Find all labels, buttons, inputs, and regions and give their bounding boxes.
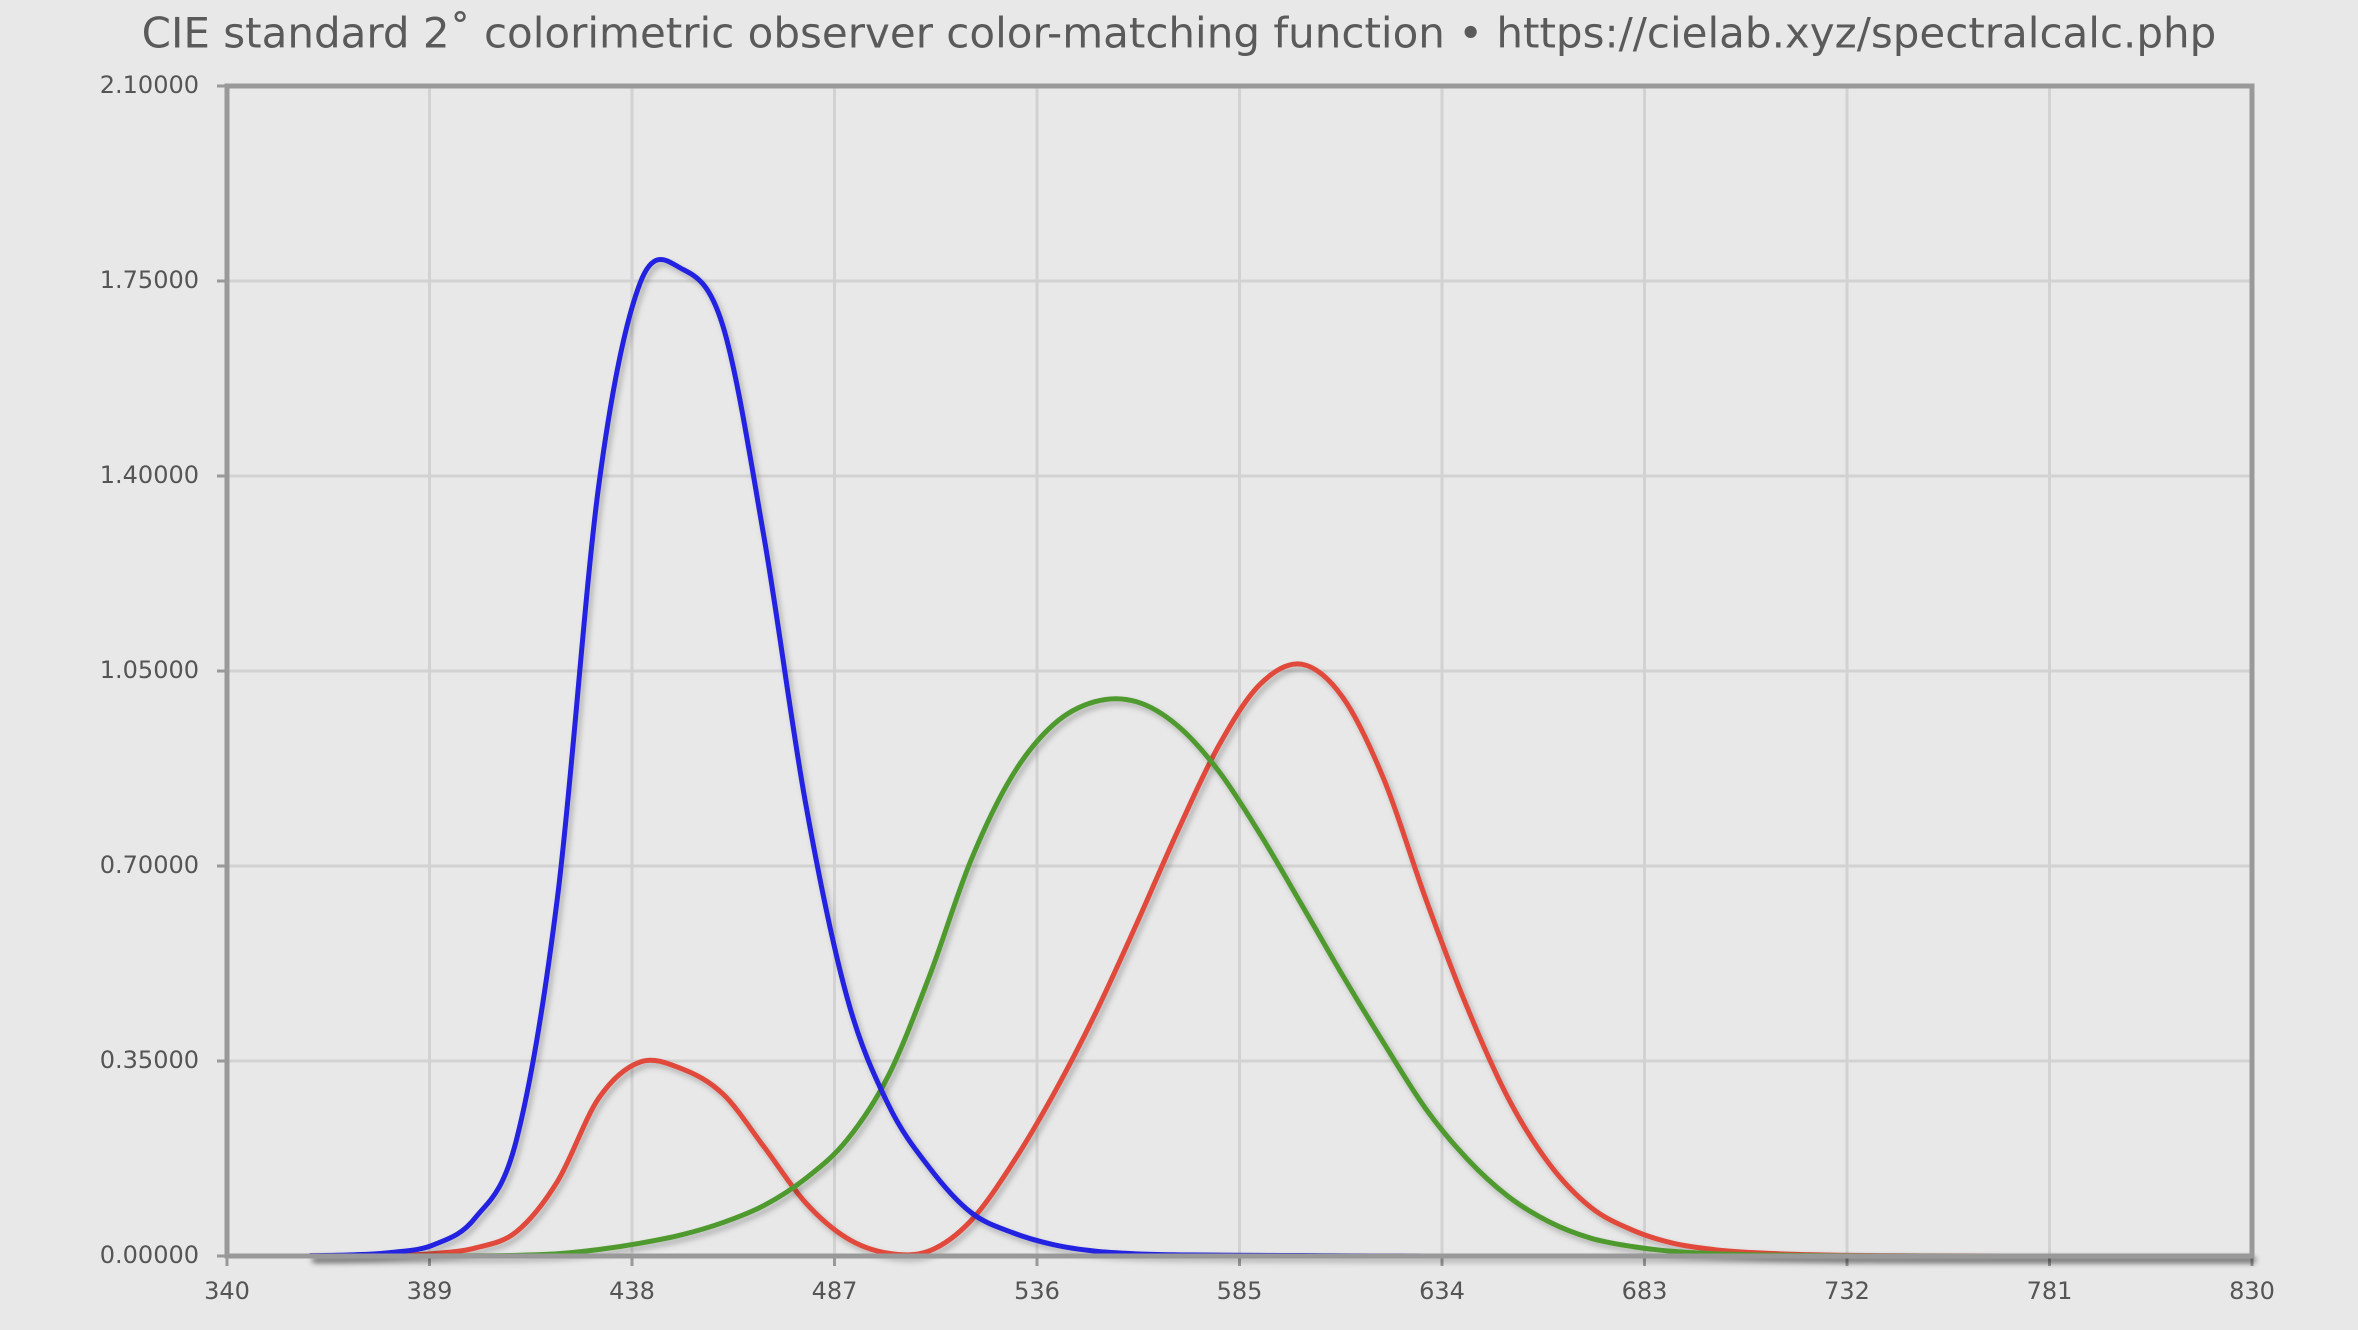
plot-border: [224, 83, 2255, 1259]
x-tick-label: 438: [609, 1277, 655, 1305]
x-tick-label: 340: [204, 1277, 250, 1305]
y-tick-label: 0.00000: [100, 1241, 199, 1269]
y-tick-label: 1.40000: [100, 461, 199, 489]
y-tick-label: 2.10000: [100, 71, 199, 99]
x-tick-label: 781: [2027, 1277, 2073, 1305]
x-tick-label: 683: [1622, 1277, 1668, 1305]
chart-title: CIE standard 2˚ colorimetric observer co…: [142, 9, 2217, 58]
x-tick-label: 487: [812, 1277, 858, 1305]
y-tick-label: 1.05000: [100, 656, 199, 684]
y-tick-label: 0.35000: [100, 1046, 199, 1074]
x-tick-label: 389: [407, 1277, 453, 1305]
x-tick-label: 830: [2229, 1277, 2275, 1305]
x-tick-label: 732: [1824, 1277, 1870, 1305]
x-tick-label: 536: [1014, 1277, 1060, 1305]
y-tick-label: 1.75000: [100, 266, 199, 294]
y-tick-label: 0.70000: [100, 851, 199, 879]
x-tick-label: 634: [1419, 1277, 1465, 1305]
x-tick-label: 585: [1217, 1277, 1263, 1305]
